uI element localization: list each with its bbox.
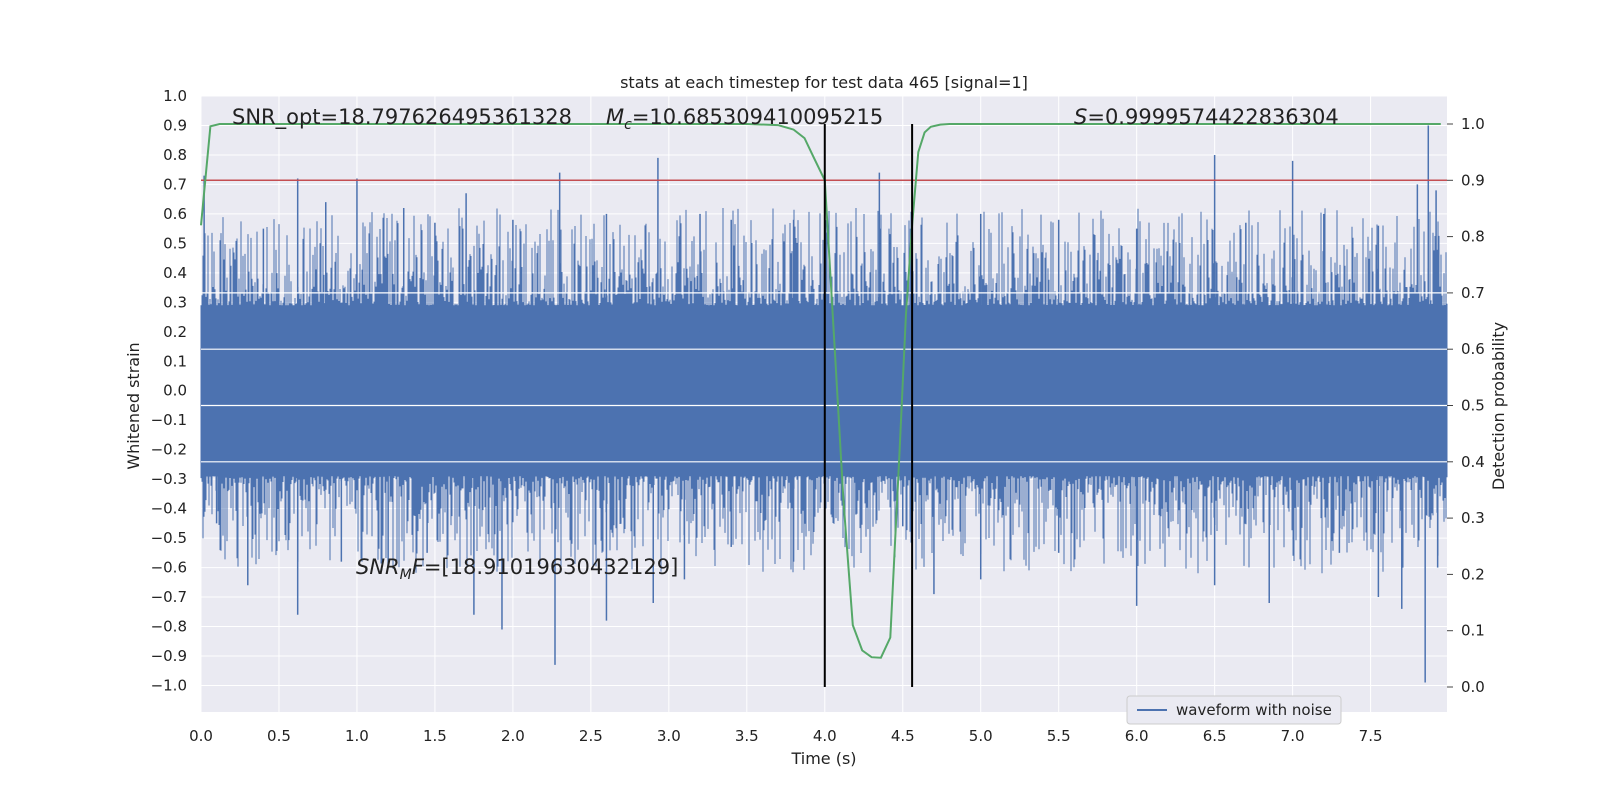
left-y-tick-label: 0.8: [163, 146, 187, 164]
detection-score-value: =0.9999574422836304: [1087, 105, 1338, 129]
left-y-tick-label: −0.2: [151, 441, 187, 459]
x-tick-label: 2.5: [579, 727, 603, 745]
right-y-tick-label: 0.7: [1461, 284, 1485, 302]
left-y-tick-label: −0.3: [151, 470, 187, 488]
x-tick-label: 1.0: [345, 727, 369, 745]
x-tick-label: 1.5: [423, 727, 447, 745]
left-y-tick-label: −0.8: [151, 618, 187, 636]
left-y-tick-label: 1.0: [163, 87, 187, 105]
x-tick-label: 0.5: [267, 727, 291, 745]
x-tick-label: 0.0: [189, 727, 213, 745]
chirp-mass-annotation: Mc=10.685309410095215: [606, 105, 883, 133]
waveform-noise-trace: [200, 208, 1448, 574]
left-y-tick-label: 0.5: [163, 234, 187, 252]
right-y-tick-label: 0.0: [1461, 678, 1485, 696]
x-tick-label: 3.0: [657, 727, 681, 745]
right-y-tick-label: 0.4: [1461, 453, 1485, 471]
left-y-tick-label: −0.1: [151, 411, 187, 429]
right-y-tick-label: 0.8: [1461, 228, 1485, 246]
x-tick-label: 3.5: [735, 727, 759, 745]
x-tick-label: 4.0: [813, 727, 837, 745]
left-y-tick-label: −1.0: [151, 676, 187, 694]
left-y-tick-label: 0.1: [163, 352, 187, 370]
left-y-tick-label: −0.5: [151, 529, 187, 547]
left-y-tick-label: −0.4: [151, 500, 187, 518]
matched-filter-subscript: M: [400, 567, 412, 583]
x-tick-label: 6.0: [1125, 727, 1149, 745]
x-tick-label: 4.5: [891, 727, 915, 745]
event-window-lines: [823, 124, 914, 687]
x-tick-labels: 0.0 0.5 1.0 1.5 2.0 2.5 3.0 3.5 4.0 4.5 5.0 5.5 6.0 6…: [189, 727, 1382, 745]
left-y-tick-label: 0.3: [163, 293, 187, 311]
left-y-tick-label: 0.0: [163, 382, 187, 400]
legend: waveform with noise: [1126, 695, 1342, 725]
matched-filter-snr-value: =[18.910196304321​29]: [424, 555, 678, 579]
left-y-tick-label: 0.7: [163, 175, 187, 193]
x-tick-label: 5.0: [969, 727, 993, 745]
chirp-mass-value: =10.685309410095215: [632, 105, 883, 129]
left-y-tick-labels: 1.0 0.9 0.8 0.7 0.6 0.5 0.4 0.3 0.2 0.1 0.0 −0.1 −0.…: [151, 87, 187, 694]
left-y-axis-label: Whitened strain: [124, 342, 143, 469]
x-tick-label: 7.0: [1281, 727, 1305, 745]
x-tick-label: 7.5: [1359, 727, 1383, 745]
right-y-tick-label: 0.5: [1461, 397, 1485, 415]
left-y-tick-label: −0.7: [151, 588, 187, 606]
left-y-tick-label: −0.6: [151, 559, 187, 577]
right-y-tick-label: 0.2: [1461, 565, 1485, 583]
right-y-axis-label: Detection probability: [1489, 322, 1508, 490]
detection-probability-line: [200, 123, 1441, 659]
left-y-tick-label: 0.2: [163, 323, 187, 341]
right-y-tick-labels: 1.0 0.9 0.8 0.7 0.6 0.5 0.4 0.3 0.2 0.1 0.0: [1447, 115, 1485, 696]
matched-filter-snr-annotation: SNRMF=[18.910196304321​29]: [356, 555, 678, 583]
x-tick-label: 5.5: [1047, 727, 1071, 745]
legend-label: waveform with noise: [1176, 701, 1332, 719]
right-y-tick-label: 0.3: [1461, 509, 1485, 527]
snr-opt-annotation: SNR_opt=18.797626495361328: [232, 105, 572, 130]
right-y-tick-label: 1.0: [1461, 115, 1485, 133]
right-y-tick-label: 0.9: [1461, 171, 1485, 189]
legend-box: [1126, 695, 1342, 725]
right-y-tick-label: 0.1: [1461, 622, 1485, 640]
right-y-tick-label: 0.6: [1461, 340, 1485, 358]
left-y-tick-label: 0.4: [163, 264, 187, 282]
left-y-tick-label: 0.6: [163, 205, 187, 223]
left-y-tick-label: 0.9: [163, 116, 187, 134]
detection-score-annotation: S=0.9999574422836304: [1074, 105, 1339, 129]
x-tick-label: 6.5: [1203, 727, 1227, 745]
x-tick-label: 2.0: [501, 727, 525, 745]
left-y-tick-label: −0.9: [151, 647, 187, 665]
chart-title: stats at each timestep for test data 465…: [620, 73, 1028, 92]
x-axis-label: Time (s): [790, 749, 856, 768]
